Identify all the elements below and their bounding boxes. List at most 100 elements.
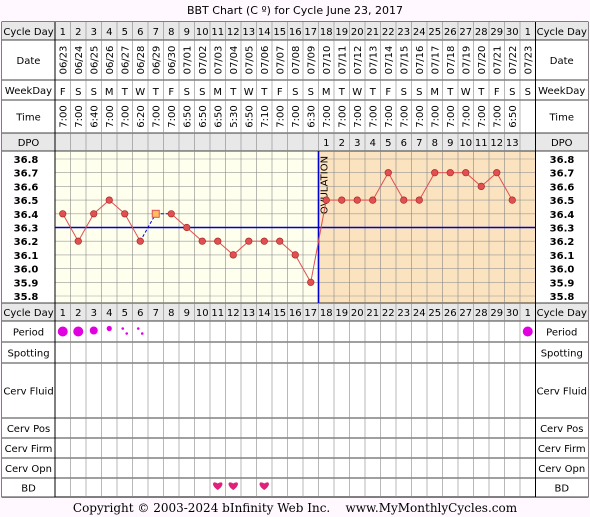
row-label-cerv-firm-right: Cerv Firm — [538, 444, 586, 455]
cycle-day-label: 2 — [75, 27, 81, 38]
row-label-cycle-day-left: Cycle Day — [3, 308, 53, 319]
weekday-label: F — [277, 87, 283, 98]
weekday-label: T — [260, 87, 268, 98]
temp-point — [260, 237, 268, 245]
temp-point — [245, 237, 253, 245]
date-label: 06/28 — [136, 46, 147, 75]
temp-point — [136, 237, 144, 245]
weekday-label: M — [430, 87, 439, 98]
row-label-time-right: Time — [549, 113, 574, 124]
y-tick-label-left: 36.1 — [14, 251, 39, 262]
row-label-cerv-pos-left: Cerv Pos — [7, 424, 50, 435]
cycle-day-label-bottom: 18 — [320, 308, 333, 319]
cycle-day-label-bottom: 13 — [242, 308, 255, 319]
cycle-day-label-bottom: 4 — [106, 308, 112, 319]
temp-point — [276, 237, 284, 245]
row-label-cycle-day-left: Cycle Day — [3, 27, 53, 38]
weekday-label: T — [338, 87, 346, 98]
temp-line-segment — [62, 213, 79, 242]
dpo-label: 7 — [416, 138, 422, 149]
time-label: 6:50 — [244, 105, 255, 127]
temp-line-segment — [77, 213, 95, 242]
time-label: 7:00 — [167, 105, 178, 127]
y-tick-label-left: 36.4 — [14, 210, 39, 221]
cycle-day-label: 1 — [60, 27, 66, 38]
date-label: 07/02 — [198, 46, 209, 75]
date-label: 07/07 — [275, 46, 286, 75]
temp-point — [198, 237, 206, 245]
date-label: 07/21 — [492, 46, 503, 75]
cycle-day-label: 26 — [444, 27, 457, 38]
time-label: 6:50 — [198, 105, 209, 127]
time-label: 7:00 — [120, 105, 131, 127]
temp-point — [477, 182, 485, 190]
cycle-day-label-bottom: 2 — [75, 308, 81, 319]
row-label-cerv-opn-left: Cerv Opn — [5, 464, 52, 475]
row-label-spotting-left: Spotting — [7, 349, 49, 360]
temp-point — [307, 278, 315, 286]
row-label-time-left: Time — [15, 113, 40, 124]
header-strip-cycle_day2 — [2, 303, 588, 321]
temp-point — [167, 210, 175, 218]
y-tick-label-left: 36.3 — [14, 224, 39, 235]
y-tick-label-right: 36.7 — [550, 169, 575, 180]
time-label: 7:00 — [353, 105, 364, 127]
cycle-day-label: 15 — [273, 27, 286, 38]
bd-heart-icon — [228, 482, 238, 490]
cycle-day-label: 20 — [351, 27, 364, 38]
weekday-label: W — [352, 87, 362, 98]
temp-point — [291, 251, 299, 259]
time-label: 6:50 — [182, 105, 193, 127]
time-label: 7:00 — [492, 105, 503, 127]
row-label-bd-left: BD — [21, 484, 36, 495]
date-label: 06/26 — [105, 46, 116, 75]
date-label: 07/23 — [523, 46, 534, 75]
y-tick-label-right: 36.4 — [550, 210, 575, 221]
cycle-day-label: 1 — [525, 27, 531, 38]
date-label: 06/23 — [58, 46, 69, 75]
date-label: 07/17 — [430, 46, 441, 75]
weekday-label: S — [401, 87, 407, 98]
temp-point — [508, 196, 516, 204]
weekday-label: F — [60, 87, 66, 98]
row-label-dpo-left: DPO — [18, 138, 40, 149]
date-label: 07/18 — [446, 46, 457, 75]
temp-line-segment — [418, 172, 436, 201]
row-label-date-right: Date — [550, 56, 574, 67]
time-label: 7:00 — [477, 105, 488, 127]
cycle-day-label-bottom: 29 — [490, 308, 503, 319]
weekday-label: F — [494, 87, 500, 98]
time-label: 6:40 — [89, 105, 100, 127]
time-label: 7:00 — [399, 105, 410, 127]
cycle-day-label: 18 — [320, 27, 333, 38]
cycle-day-label: 10 — [196, 27, 209, 38]
cycle-day-label: 8 — [168, 27, 174, 38]
temp-point — [446, 169, 454, 177]
y-tick-label-left: 36.8 — [14, 155, 39, 166]
weekday-label: S — [91, 87, 97, 98]
weekday-label: W — [461, 87, 471, 98]
row-label-period-left: Period — [13, 328, 44, 339]
cycle-day-label: 17 — [304, 27, 317, 38]
period-dot-spot — [136, 327, 140, 330]
cycle-day-label: 24 — [413, 27, 426, 38]
ovulation-label: OVULATION — [320, 156, 331, 214]
cycle-day-label-bottom: 6 — [137, 308, 143, 319]
weekday-label: T — [152, 87, 160, 98]
weekday-label: S — [292, 87, 298, 98]
time-label: 6:50 — [508, 105, 519, 127]
temp-point — [353, 196, 361, 204]
weekday-label: S — [525, 87, 531, 98]
cycle-day-label: 27 — [459, 27, 472, 38]
cycle-day-label: 6 — [137, 27, 143, 38]
y-tick-label-right: 36.8 — [550, 155, 575, 166]
weekday-label: M — [105, 87, 114, 98]
date-label: 06/24 — [74, 46, 85, 75]
time-label: 7:00 — [322, 105, 333, 127]
temp-point — [59, 210, 67, 218]
time-label: 7:00 — [461, 105, 472, 127]
cycle-day-label: 7 — [153, 27, 159, 38]
y-tick-label-right: 36.3 — [550, 224, 575, 235]
row-label-weekday-left: WeekDay — [5, 86, 52, 97]
